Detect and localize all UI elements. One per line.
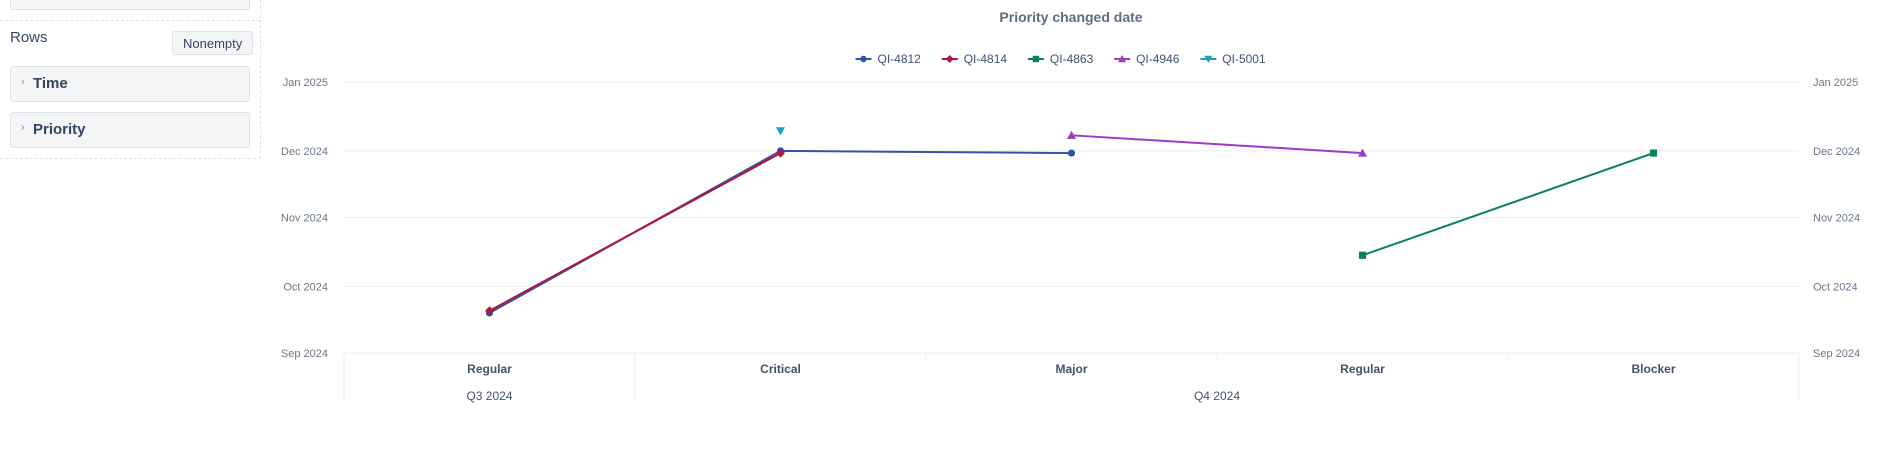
legend-label: QI-4814	[964, 52, 1008, 66]
x-tick-label: Regular	[1340, 362, 1385, 376]
y-tick-label-right: Oct 2024	[1813, 281, 1858, 293]
data-point[interactable]	[776, 127, 785, 136]
nonempty-button[interactable]: Nonempty	[172, 31, 254, 55]
row-item-priority[interactable]: › Priority	[10, 112, 250, 148]
y-tick-label-right: Dec 2024	[1813, 146, 1860, 158]
legend-marker	[1204, 55, 1213, 63]
y-tick-label-right: Sep 2024	[1813, 348, 1860, 360]
data-point[interactable]	[1067, 149, 1076, 157]
legend-item-QI-4863[interactable]: QI-4863	[1027, 52, 1094, 66]
chart-grid	[344, 81, 1799, 354]
series-line	[1362, 152, 1654, 257]
divider	[0, 20, 260, 21]
series-QI-5001	[776, 127, 785, 136]
data-point[interactable]	[776, 148, 785, 158]
y-axis-right: Jan 2025 Dec 2024 Nov 2024 Oct 2024 Sep 2024	[1813, 77, 1860, 360]
x-group-label: Q3 2024	[466, 389, 512, 403]
row-item-time[interactable]: › Time	[10, 66, 250, 102]
y-tick-label-right: Nov 2024	[1813, 213, 1860, 225]
y-tick-label: Nov 2024	[281, 213, 328, 225]
series-line	[1071, 134, 1363, 155]
left-panel: Rows Nonempty › Time › Priority	[0, 0, 261, 159]
chevron-right-icon: ›	[21, 122, 25, 134]
y-tick-label: Jan 2025	[283, 77, 328, 89]
data-point[interactable]	[1358, 148, 1367, 157]
legend-item-QI-4814[interactable]: QI-4814	[941, 52, 1008, 66]
row-item-label: Time	[33, 75, 68, 92]
x-tick-label: Blocker	[1631, 362, 1675, 376]
legend-marker	[860, 55, 867, 63]
series-QI-4946	[1067, 130, 1367, 157]
legend-marker	[1118, 55, 1127, 63]
chart-legend: QI-4812 QI-4814 QI-4863 QI-4946 QI-5001	[855, 52, 1266, 66]
x-tick-label: Regular	[467, 362, 512, 376]
collapsed-section-stub[interactable]	[10, 0, 250, 10]
chart-title: Priority changed date	[999, 9, 1142, 25]
y-tick-label: Oct 2024	[283, 281, 328, 293]
x-group-label: Q4 2024	[1194, 389, 1240, 403]
data-point[interactable]	[1067, 130, 1076, 139]
series-QI-4812	[485, 147, 1076, 317]
y-tick-label: Dec 2024	[281, 146, 328, 158]
legend-label: QI-4946	[1136, 52, 1180, 66]
series-QI-4814	[485, 148, 785, 316]
data-point[interactable]	[485, 306, 494, 316]
data-point[interactable]	[1649, 149, 1658, 157]
row-item-label: Priority	[33, 121, 86, 138]
rows-heading: Rows	[10, 29, 48, 46]
legend-marker	[945, 55, 954, 63]
series-QI-4863	[1358, 149, 1658, 259]
legend-item-QI-4812[interactable]: QI-4812	[855, 52, 922, 66]
x-tick-label: Major	[1055, 362, 1087, 376]
x-axis: Regular Critical Major Regular Blocker Q3 202…	[343, 353, 1800, 403]
legend-label: QI-5001	[1222, 52, 1266, 66]
series-line	[489, 149, 1072, 314]
legend-label: QI-4863	[1050, 52, 1094, 66]
y-tick-label: Sep 2024	[281, 348, 328, 360]
data-point[interactable]	[1358, 251, 1367, 259]
y-tick-label-right: Jan 2025	[1813, 77, 1858, 89]
legend-item-QI-5001[interactable]: QI-5001	[1200, 52, 1266, 66]
x-tick-label: Critical	[760, 362, 801, 376]
legend-item-QI-4946[interactable]: QI-4946	[1114, 52, 1180, 66]
y-axis-left: Jan 2025 Dec 2024 Nov 2024 Oct 2024 Sep 2024	[281, 77, 328, 360]
legend-marker	[1032, 55, 1040, 63]
series-line	[489, 152, 781, 312]
series-layer	[485, 127, 1658, 317]
legend-label: QI-4812	[878, 52, 922, 66]
chevron-right-icon: ›	[21, 76, 25, 88]
